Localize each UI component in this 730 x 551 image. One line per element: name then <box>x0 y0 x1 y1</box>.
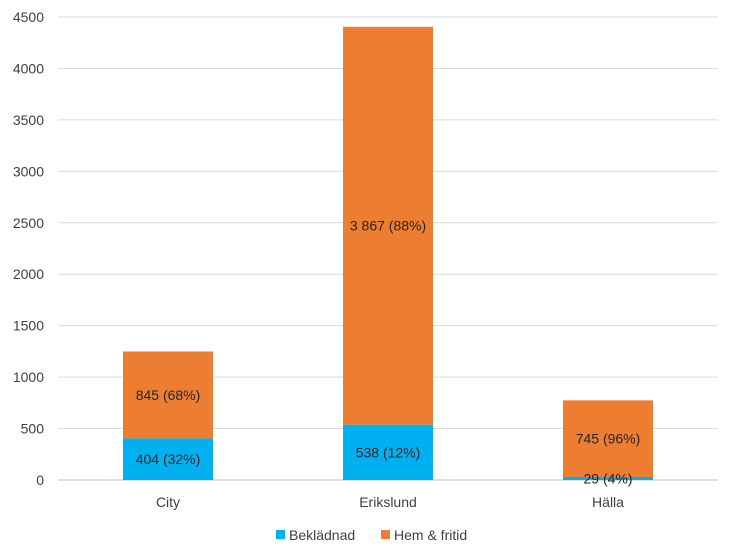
bar-beklädnad-0 <box>123 438 213 480</box>
x-tick-label: Erikslund <box>359 494 417 510</box>
y-tick-label: 2000 <box>13 266 44 282</box>
y-axis: 0 500 1000 1500 2000 2500 3000 3500 4000 4500 <box>13 9 44 488</box>
data-label: 538 (12%) <box>356 444 421 460</box>
y-tick-label: 3000 <box>13 163 44 179</box>
data-label: 745 (96%) <box>576 431 641 447</box>
data-label: 845 (68%) <box>136 387 201 403</box>
bar-hem-fritid-2 <box>563 400 653 478</box>
legend-label: Beklädnad <box>289 527 355 543</box>
y-tick-label: 1000 <box>13 369 44 385</box>
x-axis: City Erikslund Hälla <box>156 494 624 510</box>
y-tick-label: 2500 <box>13 215 44 231</box>
bars <box>123 26 653 480</box>
legend-swatch <box>276 530 285 539</box>
legend: Beklädnad Hem & fritid <box>276 527 467 543</box>
bar-hem-fritid-0 <box>123 351 213 439</box>
y-tick-label: 4000 <box>13 60 44 76</box>
x-tick-label: City <box>156 494 180 510</box>
y-tick-label: 4500 <box>13 9 44 25</box>
y-tick-label: 500 <box>21 421 45 437</box>
bar-hem-fritid-1 <box>343 26 433 425</box>
bar-beklädnad-1 <box>343 424 433 480</box>
x-tick-label: Hälla <box>592 494 624 510</box>
data-label: 3 867 (88%) <box>350 218 426 234</box>
y-tick-label: 3500 <box>13 112 44 128</box>
y-tick-label: 1500 <box>13 318 44 334</box>
y-tick-label: 0 <box>36 472 44 488</box>
legend-label: Hem & fritid <box>394 527 467 543</box>
legend-swatch <box>381 530 390 539</box>
bar-beklädnad-2 <box>563 477 653 480</box>
data-label: 29 (4%) <box>583 471 632 487</box>
data-labels: 404 (32%) 845 (68%) 538 (12%) 3 867 (88%) 29… <box>136 218 641 487</box>
data-label: 404 (32%) <box>136 451 201 467</box>
